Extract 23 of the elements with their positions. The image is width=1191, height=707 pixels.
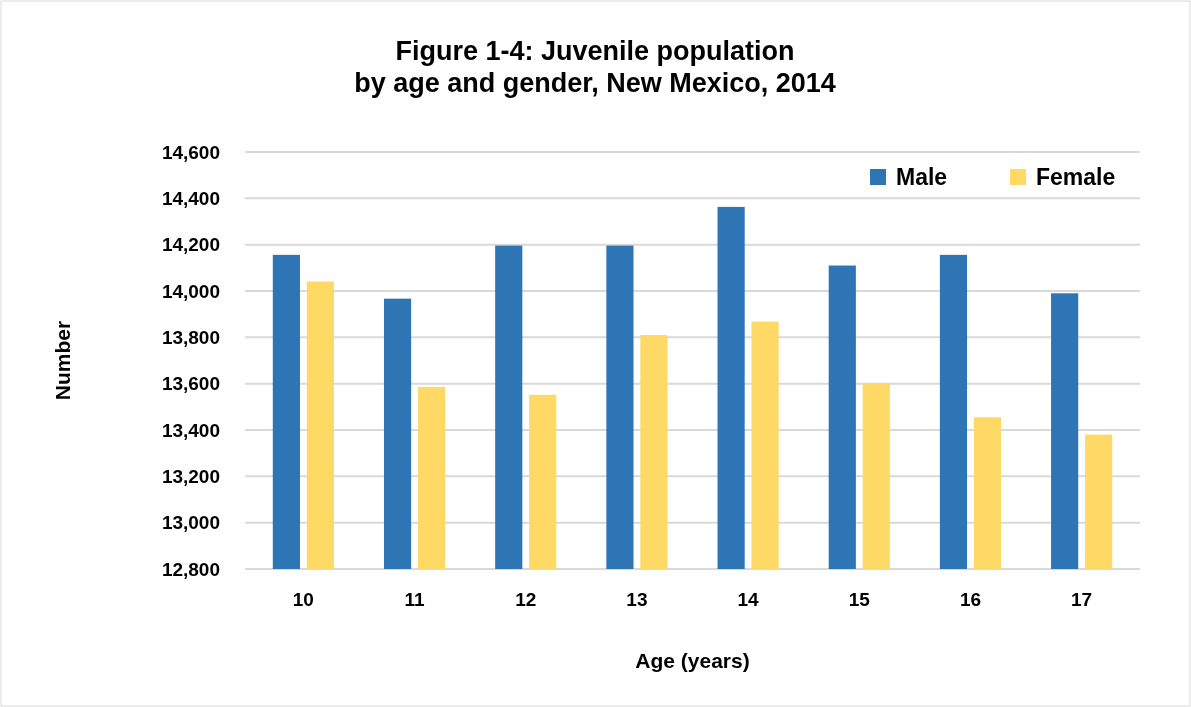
y-tick-label: 14,200	[161, 234, 220, 256]
x-tick-label: 11	[404, 589, 426, 610]
y-axis-title: Number	[51, 320, 74, 401]
y-tick-label: 13,600	[161, 373, 220, 395]
legend-label: Male	[896, 164, 948, 191]
legend-label: Female	[1036, 164, 1116, 191]
x-axis-title: Age (years)	[635, 649, 750, 672]
x-tick-label: 14	[737, 589, 760, 610]
y-tick-label: 13,400	[161, 419, 220, 441]
y-tick-label: 12,800	[161, 558, 220, 580]
y-tick-label: 13,800	[161, 326, 220, 348]
x-tick-label: 17	[1071, 589, 1093, 610]
x-tick-label: 15	[848, 589, 871, 610]
y-tick-label: 14,000	[161, 280, 220, 302]
x-tick-label: 13	[626, 589, 648, 610]
y-tick-label: 13,000	[161, 512, 220, 534]
y-tick-label: 14,400	[161, 187, 220, 209]
chart-title: Figure 1-4: Juvenile population by age and gender, New Mexico, 2014	[354, 36, 836, 98]
x-tick-label: 16	[959, 589, 982, 610]
x-tick-label: 12	[515, 589, 537, 610]
x-tick-label: 10	[292, 589, 314, 610]
y-tick-label: 14,600	[161, 141, 220, 163]
y-tick-label: 13,200	[161, 465, 220, 487]
